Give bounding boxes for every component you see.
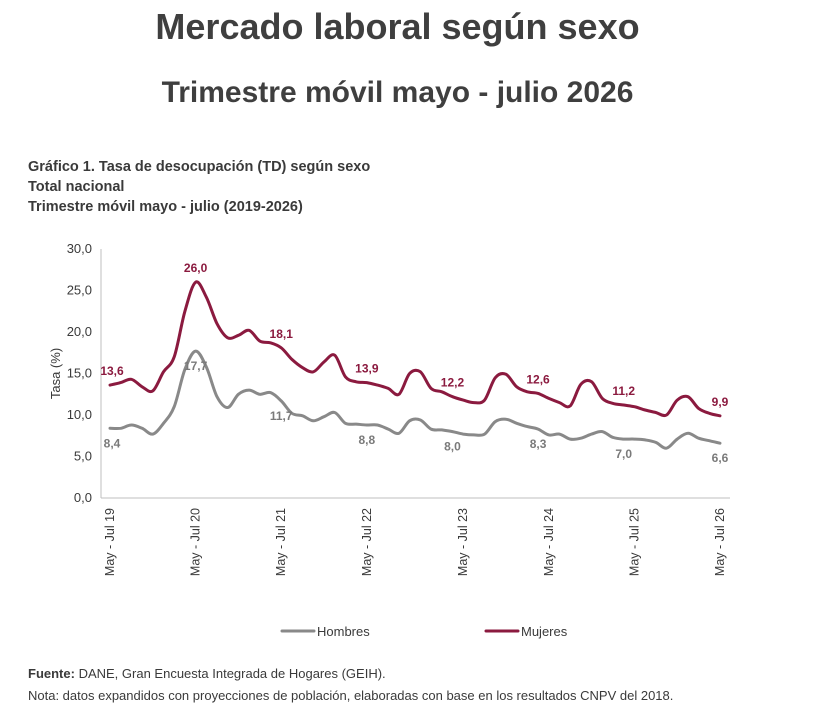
footer-source-label: Fuente: — [28, 666, 75, 681]
data-label-hombres: 8,8 — [358, 433, 375, 447]
data-label-mujeres: 11,2 — [612, 384, 635, 398]
data-label-mujeres: 9,9 — [712, 395, 729, 409]
x-tick-label: May - Jul 21 — [274, 508, 288, 576]
y-tick-label: 30,0 — [67, 241, 92, 256]
footer-note: Nota: datos expandidos con proyecciones … — [28, 688, 674, 703]
data-label-hombres: 6,6 — [712, 451, 729, 465]
y-tick-label: 20,0 — [67, 324, 92, 339]
x-tick-label: May - Jul 26 — [713, 508, 727, 576]
series-line-mujeres — [108, 280, 722, 418]
data-label-hombres: 7,0 — [615, 447, 632, 461]
data-label-hombres: 8,3 — [530, 437, 547, 451]
chart-caption-title: Gráfico 1. Tasa de desocupación (TD) seg… — [28, 159, 371, 175]
y-tick-label: 25,0 — [67, 283, 92, 298]
chart-caption-period: Trimestre móvil mayo - julio (2019-2026) — [28, 199, 303, 215]
data-label-hombres: 8,4 — [104, 436, 121, 450]
x-tick-label: May - Jul 23 — [456, 508, 470, 576]
footer-source: Fuente: DANE, Gran Encuesta Integrada de… — [28, 663, 673, 685]
y-tick-label: 0,0 — [74, 490, 92, 505]
y-tick-label: 10,0 — [67, 407, 92, 422]
y-tick-label: 5,0 — [74, 449, 92, 464]
footer-source-text: DANE, Gran Encuesta Integrada de Hogares… — [74, 666, 386, 681]
x-tick-label: May - Jul 25 — [627, 508, 641, 576]
x-tick-label: May - Jul 22 — [360, 508, 374, 576]
y-tick-label: 15,0 — [67, 366, 92, 381]
page-subtitle: Trimestre móvil mayo - julio 2026 — [161, 76, 634, 109]
data-label-hombres: 8,0 — [444, 440, 461, 454]
data-label-mujeres: 18,1 — [270, 327, 294, 341]
data-label-mujeres: 13,9 — [355, 362, 379, 376]
data-label-mujeres: 26,0 — [184, 261, 208, 275]
data-label-mujeres: 12,6 — [526, 372, 550, 386]
data-label-mujeres: 12,2 — [441, 376, 465, 390]
x-tick-label: May - Jul 20 — [189, 508, 203, 576]
footer: Fuente: DANE, Gran Encuesta Integrada de… — [28, 663, 673, 707]
data-label-mujeres: 13,6 — [100, 364, 124, 378]
chart-caption: Gráfico 1. Tasa de desocupación (TD) seg… — [28, 157, 370, 217]
legend-label-hombres: Hombres — [317, 624, 370, 639]
series-line-hombres — [108, 349, 722, 450]
data-label-hombres: 11,7 — [270, 409, 293, 423]
x-tick-label: May - Jul 19 — [103, 508, 117, 576]
page-title: Mercado laboral según sexo — [155, 6, 640, 47]
data-label-hombres: 17,7 — [184, 359, 208, 373]
x-tick-label: May - Jul 24 — [542, 508, 556, 576]
unemployment-line-chart: 0,0 5,0 10,0 15,0 20,0 25,0 30,0 Tasa (%) May - … — [48, 241, 730, 639]
legend-label-mujeres: Mujeres — [521, 624, 568, 639]
chart-caption-scope: Total nacional — [28, 179, 125, 195]
y-axis-label: Tasa (%) — [48, 348, 63, 399]
